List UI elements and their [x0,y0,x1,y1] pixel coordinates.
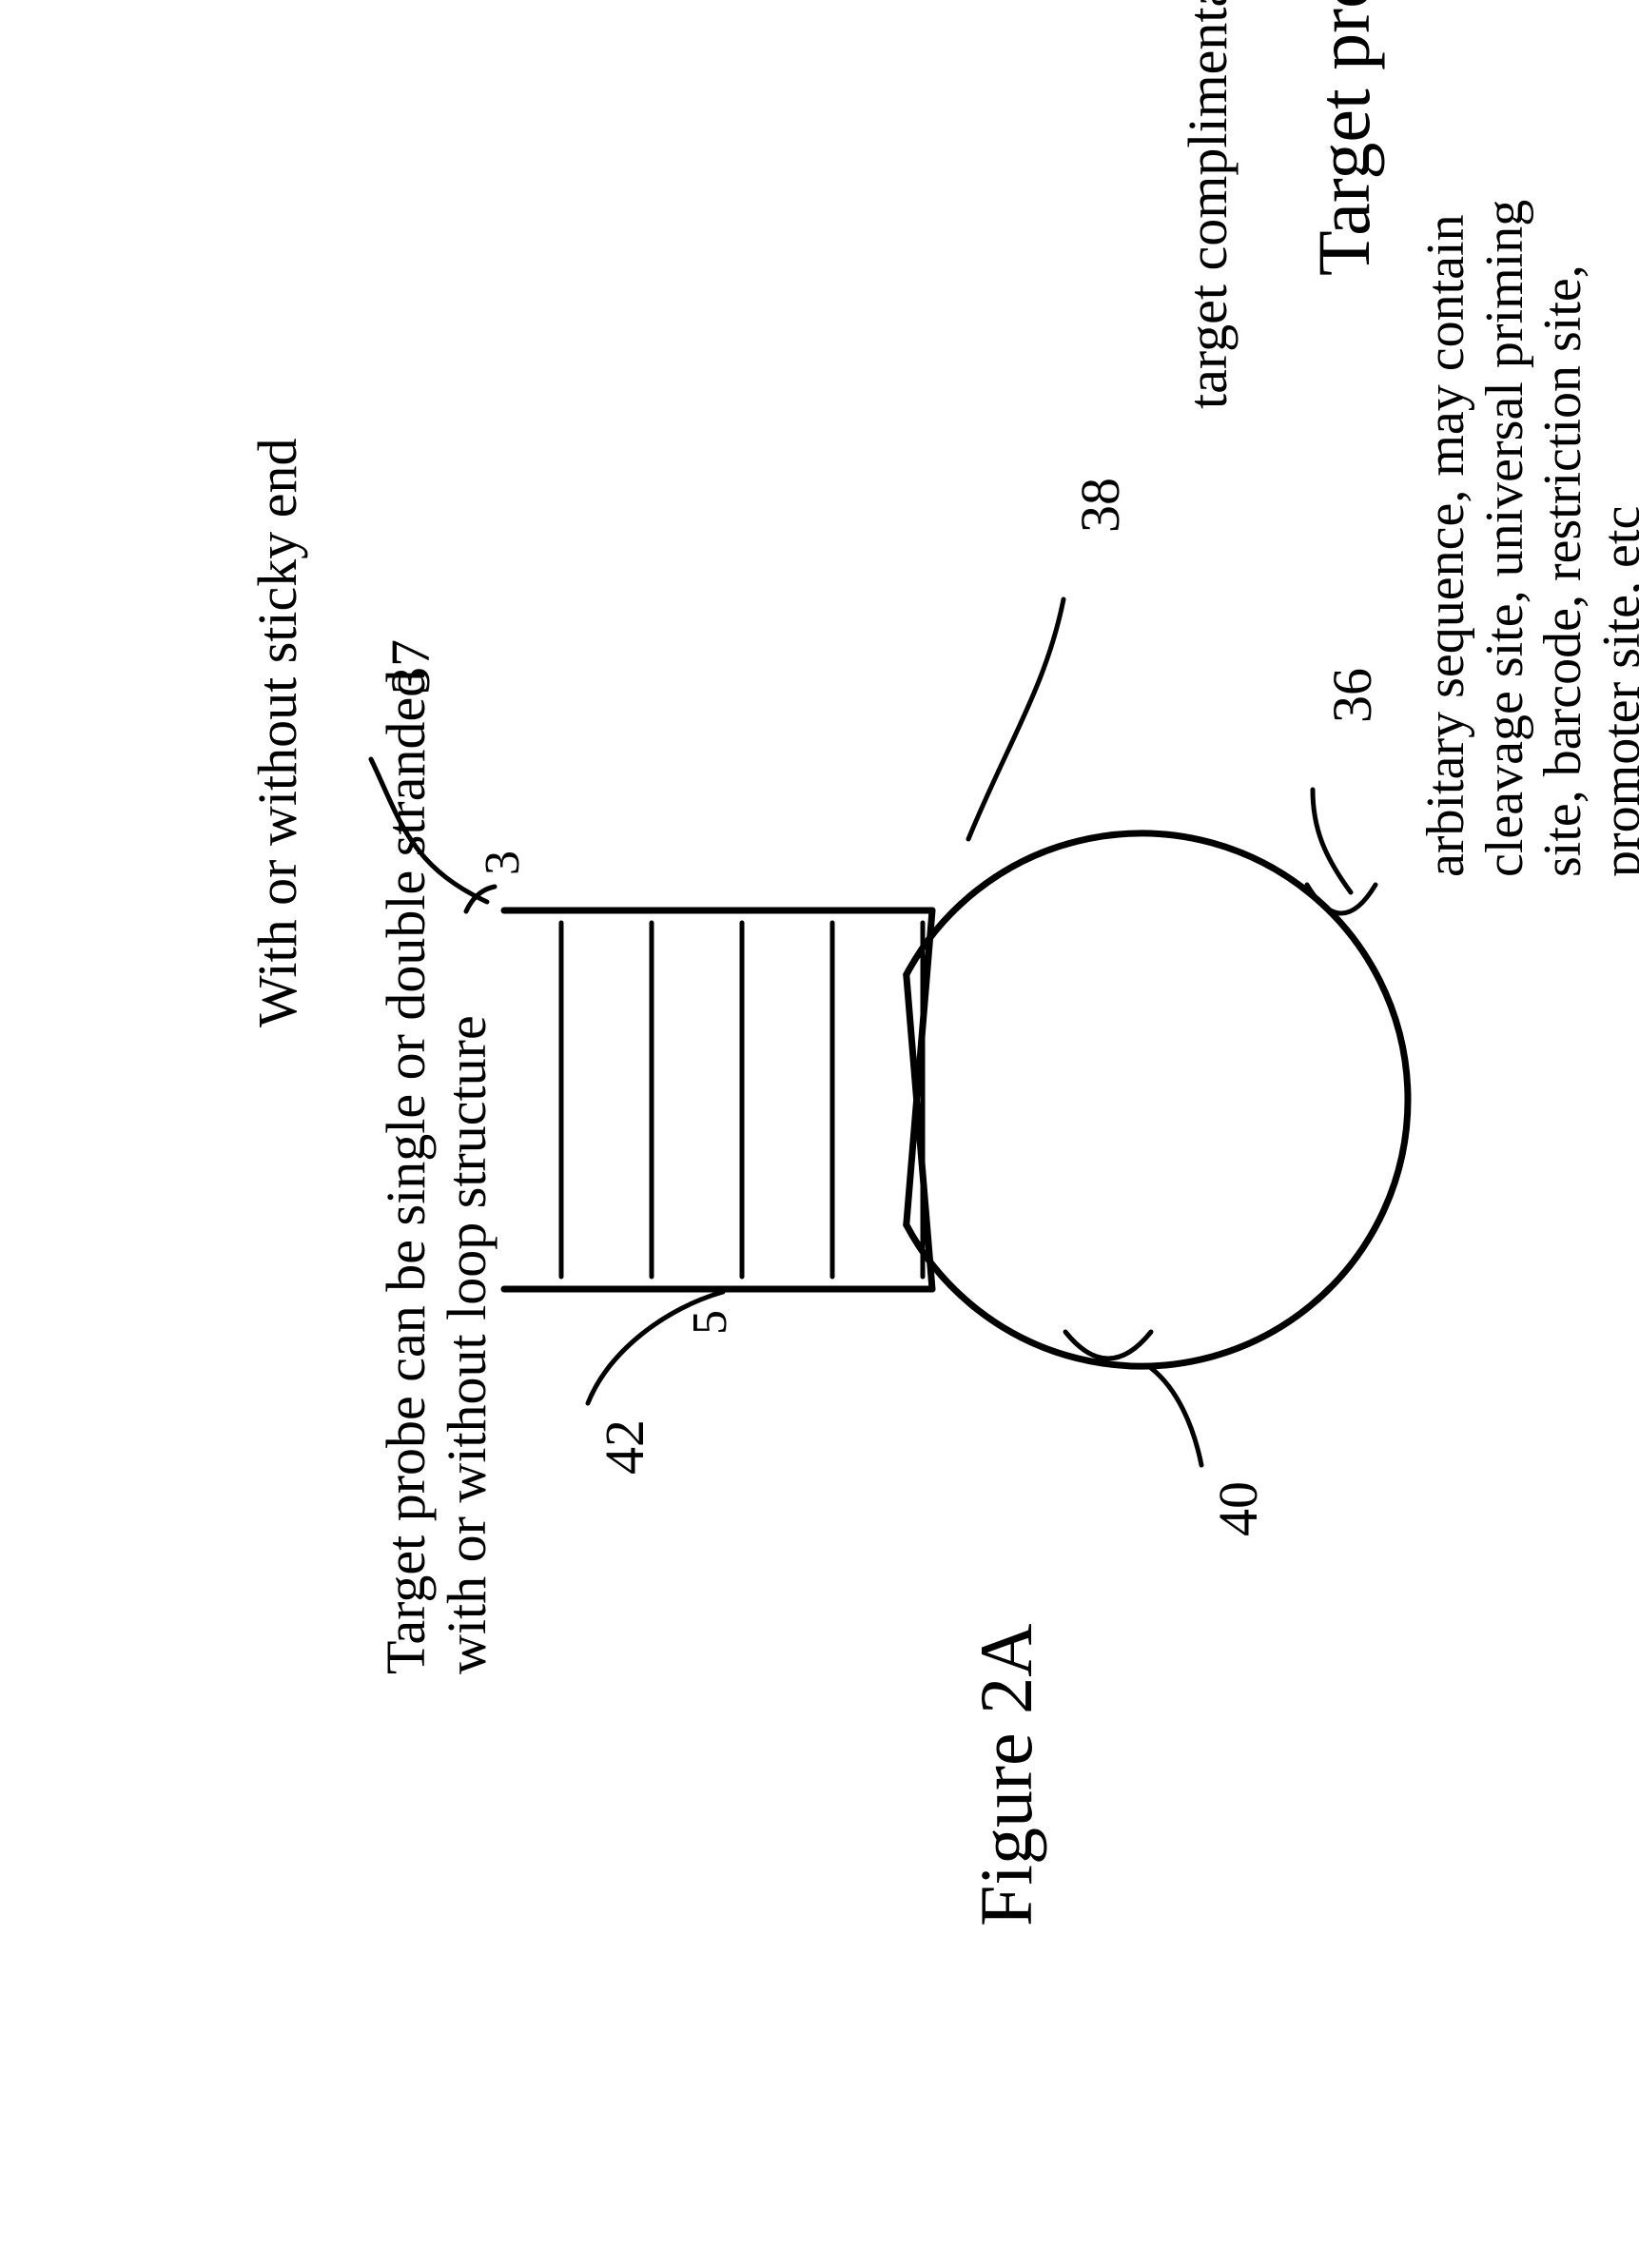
callout-36-label: 36 [1322,668,1383,723]
figure-2a-page: Target probe target complimentary sequen… [0,0,1639,2268]
brace-top [1307,885,1376,913]
brace-bottom [1065,1332,1151,1359]
callout-42-label: 42 [595,1419,655,1475]
callout-38-label: 38 [1070,478,1131,533]
subtitle: target complimentary sequence [1178,0,1239,409]
lead-36 [1313,790,1351,892]
right-note: arbitary sequence, may contain cleavage … [1417,200,1639,877]
callout-40-label: 40 [1208,1481,1269,1536]
lead-42 [588,1292,723,1403]
end-5-prime: 5 [683,1310,737,1335]
lead-40 [1151,1368,1201,1465]
title: Target probe [1303,0,1385,276]
figure-label: Figure 2A [966,1624,1047,1926]
lead-38 [968,599,1063,839]
probe-diagram [0,0,1639,2268]
left-note: With or without sticky end [247,439,308,1027]
bottom-note: Target probe can be single or double str… [376,670,498,1674]
